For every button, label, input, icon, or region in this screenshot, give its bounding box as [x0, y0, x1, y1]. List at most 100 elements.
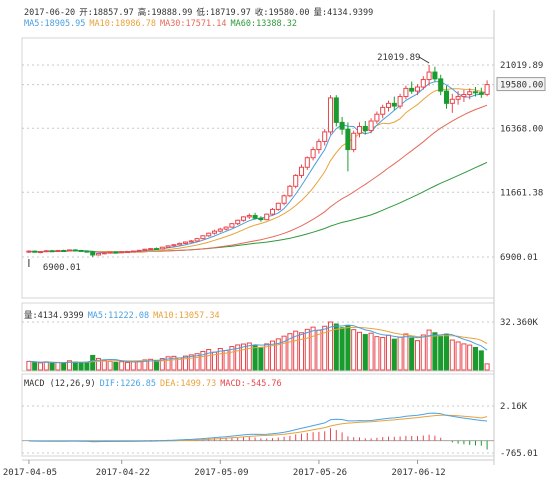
- legend-vol-ma5: MA5:11222.08: [87, 311, 150, 321]
- candle-body: [78, 249, 84, 252]
- volume-bar: [293, 330, 299, 371]
- volume-bar: [72, 361, 78, 371]
- volume-bar: [113, 361, 119, 371]
- volume-bar: [101, 359, 107, 371]
- volume-bar: [449, 339, 455, 371]
- candle-body: [472, 91, 479, 94]
- macd-legend: MACD (12,26,9) DIF:1226.85 DEA:1499.73 MACD…: [24, 379, 286, 389]
- ma5-line: [28, 81, 488, 254]
- candle-body: [310, 149, 316, 159]
- volume-bar: [200, 350, 206, 371]
- volume-bar: [356, 331, 363, 371]
- candle-body: [391, 102, 397, 107]
- candle-body: [362, 125, 368, 132]
- volume-bar: [409, 337, 415, 371]
- candle-body: [351, 132, 357, 151]
- candle-body: [467, 91, 473, 96]
- volume-tick-label: 32.360K: [500, 318, 539, 328]
- volume-bar: [95, 357, 102, 371]
- legend-ma10: MA10:18986.78: [89, 19, 156, 29]
- min-price-label: 6900.01: [43, 263, 81, 273]
- macd-tick-label: -765.01: [500, 449, 538, 459]
- candle-body: [368, 120, 374, 132]
- candle-body: [327, 97, 334, 133]
- legend-ma30: MA30:17571.14: [159, 19, 227, 29]
- volume-bar: [235, 344, 241, 371]
- candle-body: [49, 250, 55, 253]
- candle-body: [322, 131, 328, 142]
- legend-ma60: MA60:13388.32: [230, 19, 298, 29]
- candle-body: [420, 79, 426, 88]
- volume-bar: [443, 333, 450, 371]
- volume-bar: [281, 335, 287, 371]
- volume-bar: [362, 334, 368, 371]
- candle-body: [461, 94, 467, 98]
- candle-body: [177, 242, 183, 246]
- candle-body: [304, 157, 310, 168]
- candle-body: [455, 96, 461, 100]
- candle-body: [130, 250, 136, 253]
- header-close-label: 收:: [254, 8, 269, 18]
- volume-bar: [142, 359, 148, 371]
- volume-bar: [461, 343, 467, 371]
- x-tick-label: 2017-06-12: [392, 468, 446, 478]
- header-high: 19888.99: [151, 8, 193, 18]
- candle-body: [356, 125, 363, 134]
- volume-bar: [298, 332, 305, 371]
- volume-bar: [61, 362, 67, 371]
- candle-body: [206, 232, 212, 237]
- candle-body: [281, 195, 287, 204]
- legend-macd: MACD:-545.76: [220, 379, 282, 389]
- volume-bar: [391, 338, 397, 371]
- price-tick-label: 21019.89: [500, 61, 543, 71]
- legend-ma5: MA5:18905.95: [24, 19, 86, 29]
- candle-body: [165, 245, 171, 248]
- volume-bar: [90, 354, 96, 371]
- volume-bar: [432, 332, 438, 371]
- candle-body: [409, 87, 415, 92]
- legend-dif: DIF:1226.85: [99, 379, 156, 389]
- candle-body: [385, 102, 392, 108]
- dea-line: [28, 414, 488, 442]
- candle-body: [182, 241, 189, 244]
- candle-body: [264, 213, 270, 221]
- candle-body: [397, 96, 403, 107]
- volume-bar: [438, 335, 444, 371]
- header-open-label: 开:: [79, 8, 93, 18]
- volume-bar: [264, 343, 270, 371]
- header-date: 2017-06-20: [24, 8, 76, 18]
- volume-bar: [333, 323, 339, 371]
- max-price-label: 21019.89: [377, 53, 420, 63]
- candle-body: [240, 216, 247, 221]
- candle-body: [223, 226, 229, 230]
- candle-body: [252, 215, 258, 219]
- header-vol: 4134.9399: [327, 8, 374, 18]
- volume-bar: [240, 343, 247, 371]
- volume-bar: [374, 336, 380, 371]
- volume-bar: [171, 355, 177, 371]
- volume-bar: [327, 321, 334, 371]
- volume-bar: [153, 359, 160, 371]
- candle-body: [449, 98, 455, 104]
- volume-bar: [148, 358, 154, 371]
- volume-bar: [194, 353, 200, 371]
- volume-bar: [37, 362, 44, 371]
- volume-bar: [32, 361, 38, 371]
- candle-body: [374, 113, 380, 122]
- legend-dea: DEA:1499.73: [159, 379, 217, 389]
- volume-bar: [414, 340, 421, 371]
- x-tick-label: 2017-05-26: [293, 468, 347, 478]
- volume-bar: [339, 327, 345, 371]
- volume-bar: [229, 346, 235, 371]
- volume-bar: [403, 333, 409, 371]
- volume-bar: [484, 363, 490, 371]
- volume-bar: [26, 360, 32, 371]
- volume-bar: [345, 324, 351, 371]
- candle-body: [426, 71, 432, 81]
- volume-bar: [385, 334, 392, 371]
- header-low: 18719.97: [209, 8, 251, 18]
- volume-bar: [206, 349, 212, 371]
- volume-bar: [78, 362, 84, 371]
- volume-bar: [287, 333, 293, 371]
